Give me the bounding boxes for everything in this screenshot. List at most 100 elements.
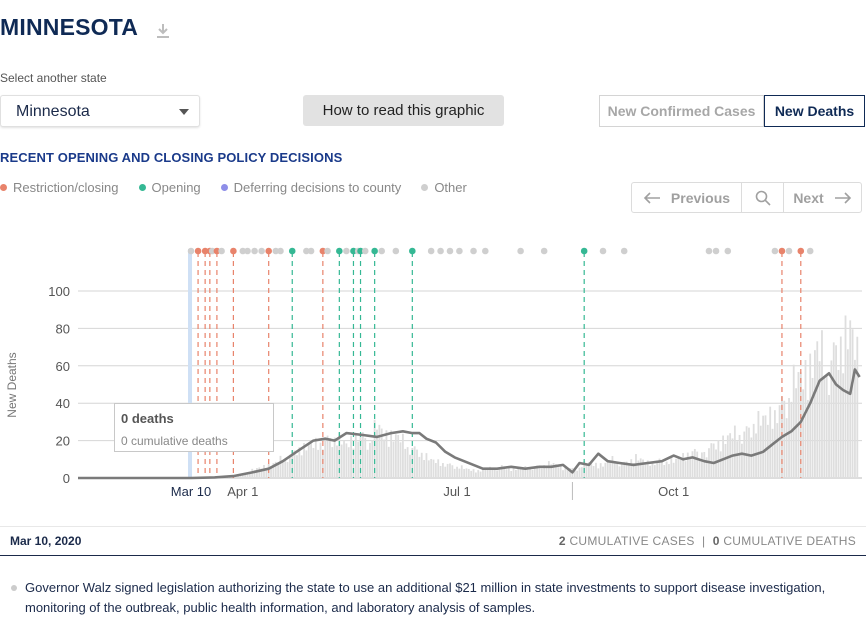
daily-bar [507,467,510,478]
tab-new-confirmed-cases[interactable]: New Confirmed Cases [599,95,764,127]
daily-bar [569,468,571,478]
daily-bar [550,464,553,478]
daily-bar [288,454,291,478]
daily-bar [385,430,388,478]
x-tick-label: Apr 1 [227,484,258,499]
daily-bar [524,466,527,478]
daily-bar [265,469,268,478]
state-select-value: Minnesota [16,103,90,120]
policy-event-dot [378,247,386,255]
cumulative-cases-value: 2 [558,534,566,548]
policy-note: Governor Walz signed legislation authori… [11,578,842,618]
daily-bar [423,460,425,478]
y-tick-label: 60 [56,359,70,374]
policy-event-dot [357,247,364,255]
daily-bar [458,468,461,478]
daily-bar [256,468,258,478]
legend-item-restriction: Restriction/closing [0,180,119,195]
deaths-chart[interactable]: 0 20 40 60 80 100 New Deaths Mar 10 Apr 1 Jul 1 Oc… [0,240,866,526]
y-tick-label: 40 [56,396,70,411]
daily-bar [691,451,694,478]
daily-bar [658,458,661,478]
daily-bar [769,406,772,478]
daily-bar [399,442,402,478]
deferring-dot-icon [220,184,228,191]
daily-bar [566,470,569,478]
x-tick-label: Oct 1 [658,484,689,499]
daily-bar [552,463,555,478]
daily-bar [380,428,383,478]
daily-bar [307,444,310,478]
daily-bar [420,452,423,478]
daily-bar [312,448,315,478]
daily-bar [470,470,473,478]
policy-event-dot [208,247,216,255]
daily-bar [663,465,666,478]
policy-event-dot [258,247,265,255]
daily-bar [474,472,477,478]
policy-event-dot [517,247,524,255]
daily-bar [576,470,579,478]
daily-bar [383,439,385,478]
download-icon[interactable] [154,22,172,40]
daily-bar [366,449,369,478]
metric-toggle: New Confirmed Cases New Deaths [599,95,865,127]
daily-bar [394,434,397,478]
daily-bar [656,460,659,478]
daily-bar [573,469,576,478]
policy-event-dot [482,247,489,255]
daily-bar [628,464,630,478]
daily-bar [651,462,654,478]
policy-nav: Previous Next [631,182,862,213]
previous-button[interactable]: Previous [632,183,742,212]
daily-bar [790,401,793,478]
cumulative-summary: 2 CUMULATIVE CASES | 0 CUMULATIVE DEATHS [559,534,856,548]
daily-bar [277,462,280,478]
policy-event-dot [806,247,814,255]
daily-bar [510,470,513,478]
daily-bar [564,467,567,478]
daily-bar [258,467,261,478]
daily-bar [632,463,635,478]
next-button[interactable]: Next [784,183,861,212]
daily-bar [771,428,774,478]
state-select[interactable]: Minnesota [0,95,200,127]
daily-bar [451,465,454,478]
daily-bar [587,462,590,478]
x-tick-label: Mar 10 [171,484,211,499]
daily-bar [672,462,675,478]
daily-bar [755,433,757,478]
daily-bar [413,446,416,478]
daily-bar [453,468,456,478]
how-to-read-button[interactable]: How to read this graphic [303,95,504,126]
policy-note-text: Governor Walz signed legislation authori… [25,580,826,615]
daily-bar [715,449,717,478]
daily-bar [856,336,859,478]
daily-bar [806,399,809,478]
daily-bar [540,468,543,478]
daily-bar [623,461,626,478]
daily-bar [449,463,451,478]
daily-bar [613,463,616,478]
daily-bar [437,459,440,478]
daily-bar [722,435,724,478]
daily-bar [303,442,305,478]
policy-event-dot [599,247,607,255]
tooltip-title: 0 deaths [121,411,174,426]
daily-bar [625,461,628,478]
policy-event-dot [778,247,786,255]
legend-label: Opening [151,180,201,195]
arrow-right-icon [834,191,851,204]
tab-new-deaths[interactable]: New Deaths [764,95,865,127]
daily-bar [463,468,466,478]
daily-bar [319,442,322,478]
daily-bar [686,452,689,478]
search-button[interactable] [742,183,784,212]
policy-event-dot [343,247,350,255]
legend-item-deferring: Deferring decisions to county [220,180,401,195]
policy-event-dot [437,247,444,255]
daily-bar [430,458,433,478]
daily-bar [752,423,755,478]
policy-event-dot [239,247,247,255]
daily-bar [611,456,614,478]
